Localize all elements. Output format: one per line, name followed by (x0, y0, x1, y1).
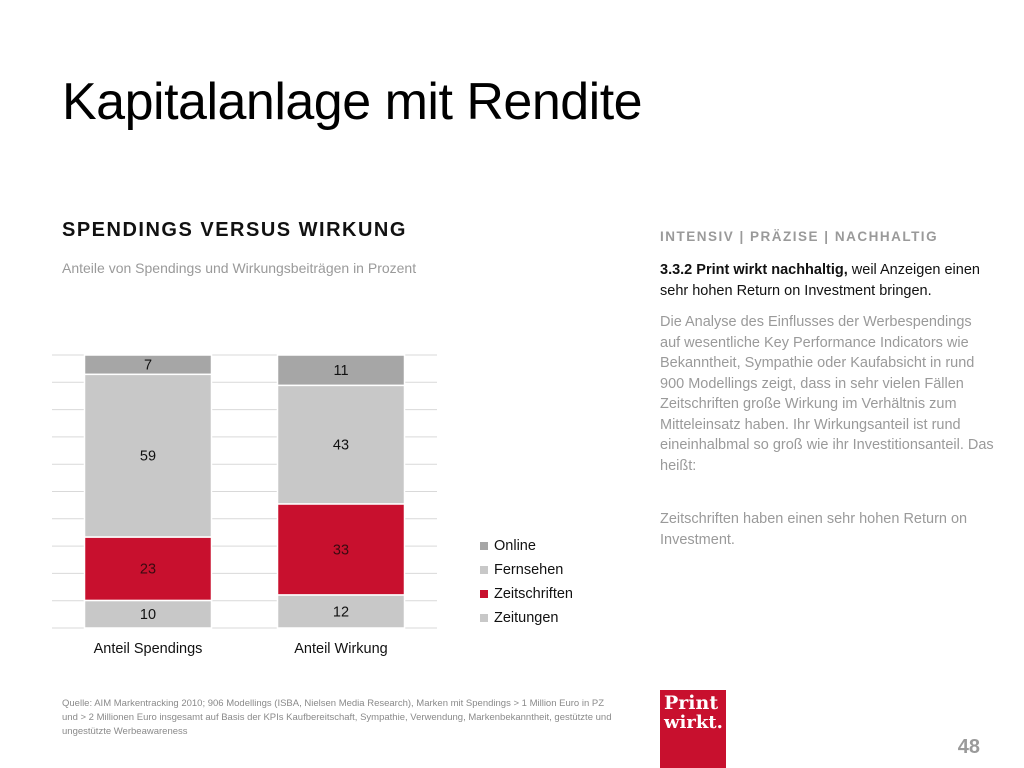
logo-line-1: Print (664, 692, 719, 714)
right-lead-bold: 3.3.2 Print wirkt nachhaltig, (660, 262, 848, 278)
slide-title: Kapitalanlage mit Rendite (62, 73, 643, 131)
legend-swatch-fernsehen (480, 566, 488, 574)
legend-item-zeitschriften: Zeitschriften (480, 582, 573, 606)
chart-subheading: Anteile von Spendings und Wirkungsbeiträ… (62, 260, 417, 276)
bar-segment-zeitschriften-wirkung (276, 503, 406, 596)
data-label-fernsehen-spendings: 59 (140, 449, 156, 465)
bar-segment-zeitungen-wirkung (276, 594, 406, 629)
data-label-online-wirkung: 11 (333, 363, 348, 379)
right-lead-text: weil Anzeigen einen sehr hohen Return on… (660, 262, 980, 299)
print-wirkt-logo: Print wirkt. (660, 690, 726, 768)
legend-item-zeitungen: Zeitungen (480, 606, 573, 630)
legend-label-fernsehen: Fernsehen (494, 562, 564, 578)
legend-item-online: Online (480, 534, 573, 558)
data-label-zeitschriften-spendings: 23 (140, 562, 156, 578)
right-lead-paragraph: 3.3.2 Print wirkt nachhaltig, weil Anzei… (660, 260, 1005, 301)
right-tagline: INTENSIV | PRÄZISE | NACHHALTIG (660, 229, 939, 244)
legend-item-fernsehen: Fernsehen (480, 558, 573, 582)
page-number: 48 (957, 736, 980, 758)
logo-line-2: wirkt. (664, 712, 723, 733)
right-body-paragraph: Die Analyse des Einflusses der Werbespen… (660, 314, 994, 474)
right-conclusion-paragraph: Zeitschriften haben einen sehr hohen Ret… (660, 511, 968, 548)
legend-swatch-online (480, 542, 488, 550)
legend-swatch-zeitschriften (480, 590, 488, 598)
legend-label-zeitungen: Zeitungen (494, 610, 559, 626)
category-label-spendings: Anteil Spendings (93, 641, 203, 657)
bar-segment-fernsehen-wirkung (276, 384, 406, 505)
data-label-fernsehen-wirkung: 43 (333, 438, 349, 454)
data-label-zeitungen-wirkung: 12 (333, 604, 349, 620)
bar-segment-zeitschriften-spendings (83, 536, 213, 602)
chart-legend: Online Fernsehen Zeitschriften Zeitungen (480, 534, 573, 630)
data-label-online-spendings: 7 (144, 358, 152, 374)
bar-segment-online-wirkung (276, 354, 406, 387)
data-label-zeitungen-spendings: 10 (140, 607, 156, 623)
category-label-wirkung: Anteil Wirkung (294, 641, 388, 657)
chart-heading: SPENDINGS VERSUS WIRKUNG (62, 219, 407, 241)
data-label-zeitschriften-wirkung: 33 (333, 542, 349, 558)
source-note: Quelle: AIM Markentracking 2010; 906 Mod… (62, 698, 612, 737)
legend-label-online: Online (494, 538, 536, 554)
bar-segment-online-spendings (83, 354, 213, 376)
legend-swatch-zeitungen (480, 614, 488, 622)
bar-segment-zeitungen-spendings (83, 599, 213, 629)
bar-segment-fernsehen-spendings (83, 373, 213, 538)
legend-label-zeitschriften: Zeitschriften (494, 586, 573, 602)
